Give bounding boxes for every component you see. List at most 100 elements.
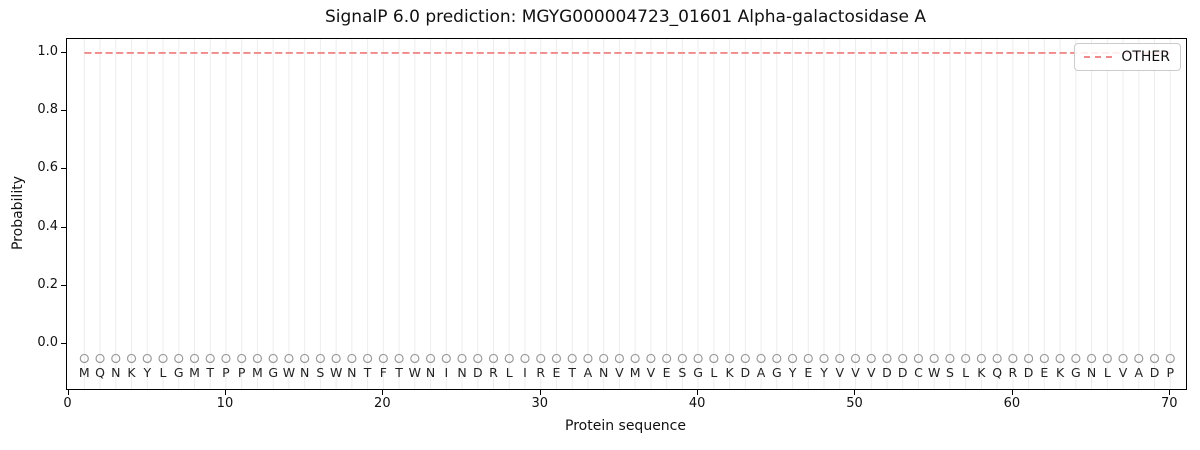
sequence-letter: Y	[143, 364, 152, 380]
residue-marker	[189, 353, 200, 364]
sequence-letter: W	[329, 364, 343, 380]
residue-marker	[803, 353, 813, 364]
sequence-letter: T	[568, 364, 576, 380]
sequence-letter: D	[882, 364, 892, 380]
y-tick-mark	[61, 51, 66, 53]
sequence-letter: G	[268, 364, 279, 380]
sequence-letter: N	[1086, 364, 1097, 380]
residue-marker	[709, 353, 719, 364]
residue-marker	[126, 353, 137, 364]
residue-marker	[268, 353, 278, 364]
residue-marker	[866, 353, 876, 364]
y-tick-label: 0.2	[37, 276, 58, 292]
sequence-letter: A	[756, 364, 766, 380]
sequence-letter: N	[347, 364, 357, 380]
residue-marker	[394, 353, 404, 364]
residue-marker	[945, 353, 955, 364]
sequence-letter: N	[299, 364, 310, 380]
residue-marker	[677, 353, 687, 364]
residue-marker	[284, 353, 294, 364]
sequence-letter: G	[771, 364, 782, 380]
residue-marker	[929, 353, 939, 364]
sequence-letter: Q	[95, 364, 105, 380]
sequence-letter: N	[457, 364, 467, 380]
sequence-letter: S	[316, 364, 325, 380]
sequence-letter: T	[363, 364, 372, 380]
residue-marker	[363, 353, 373, 364]
residue-marker	[1134, 353, 1144, 364]
sequence-letter: K	[977, 364, 986, 380]
sequence-letter: N	[425, 364, 436, 380]
sequence-letter: L	[710, 364, 718, 380]
sequence-letter: D	[897, 364, 908, 380]
residue-marker	[441, 353, 451, 364]
sequence-letter: D	[472, 364, 483, 380]
residue-marker	[740, 353, 750, 364]
x-tick-label: 40	[688, 396, 706, 411]
residue-marker	[1118, 353, 1128, 364]
residue-marker	[410, 353, 420, 364]
residue-marker	[567, 353, 577, 364]
y-tick-mark	[61, 110, 66, 112]
sequence-letter: D	[1149, 364, 1160, 380]
sequence-letter: V	[851, 364, 860, 380]
residue-marker	[583, 353, 593, 364]
x-tick-label: 20	[374, 396, 391, 411]
sequence-letter: M	[189, 364, 200, 380]
sequence-letter: W	[927, 364, 941, 380]
sequence-letter: P	[237, 364, 246, 380]
sequence-letter: D	[1023, 364, 1034, 380]
sequence-letter: E	[662, 364, 671, 380]
legend-dashed-line-icon	[1084, 56, 1113, 58]
residue-marker	[693, 353, 703, 364]
residue-marker	[252, 353, 263, 364]
sequence-letter: R	[489, 364, 498, 380]
residue-marker	[850, 353, 861, 364]
residue-marker	[520, 353, 530, 364]
sequence-letter: D	[740, 364, 751, 380]
residue-marker	[315, 353, 325, 364]
legend: OTHER	[1074, 43, 1181, 71]
residue-marker	[882, 353, 892, 364]
residue-marker	[1149, 353, 1160, 364]
residue-marker	[237, 353, 247, 364]
residue-marker	[1008, 353, 1018, 364]
sequence-letter: V	[866, 364, 876, 380]
sequence-letter: S	[945, 364, 954, 380]
x-tick-mark	[539, 390, 541, 395]
y-tick-label: 0.4	[37, 218, 58, 234]
x-tick-label: 10	[216, 396, 234, 411]
x-tick-label: 0	[63, 396, 72, 411]
sequence-letter: V	[646, 364, 656, 380]
sequence-letter: F	[379, 364, 387, 380]
legend-label: OTHER	[1121, 49, 1170, 65]
x-tick-mark	[1169, 390, 1171, 395]
x-axis-label: Protein sequence	[565, 418, 686, 434]
residue-marker	[174, 353, 184, 364]
residue-marker	[1039, 353, 1049, 364]
sequence-letter: T	[206, 364, 215, 380]
sequence-letter: A	[583, 364, 593, 380]
sequence-letter: M	[629, 364, 641, 380]
sequence-letter: P	[1166, 364, 1175, 380]
x-tick-mark	[854, 390, 856, 395]
sequence-letter: S	[678, 364, 687, 380]
residue-marker	[1071, 353, 1081, 364]
sequence-letter: E	[1040, 364, 1049, 380]
residue-marker	[378, 353, 388, 364]
residue-marker	[614, 353, 625, 364]
sequence-letter: V	[1118, 364, 1128, 380]
sequence-letter: N	[111, 364, 121, 380]
residue-marker	[772, 353, 782, 364]
residue-marker	[551, 353, 562, 364]
x-tick-mark	[224, 390, 226, 395]
residue-marker	[142, 353, 152, 364]
x-tick-mark	[1011, 390, 1013, 395]
residue-marker	[347, 353, 357, 364]
residue-marker	[158, 353, 168, 364]
residue-marker	[79, 353, 89, 364]
x-tick-label: 70	[1160, 396, 1178, 411]
residue-marker	[646, 353, 656, 364]
y-tick-label: 0.0	[37, 334, 58, 350]
sequence-letter: I	[444, 364, 449, 380]
